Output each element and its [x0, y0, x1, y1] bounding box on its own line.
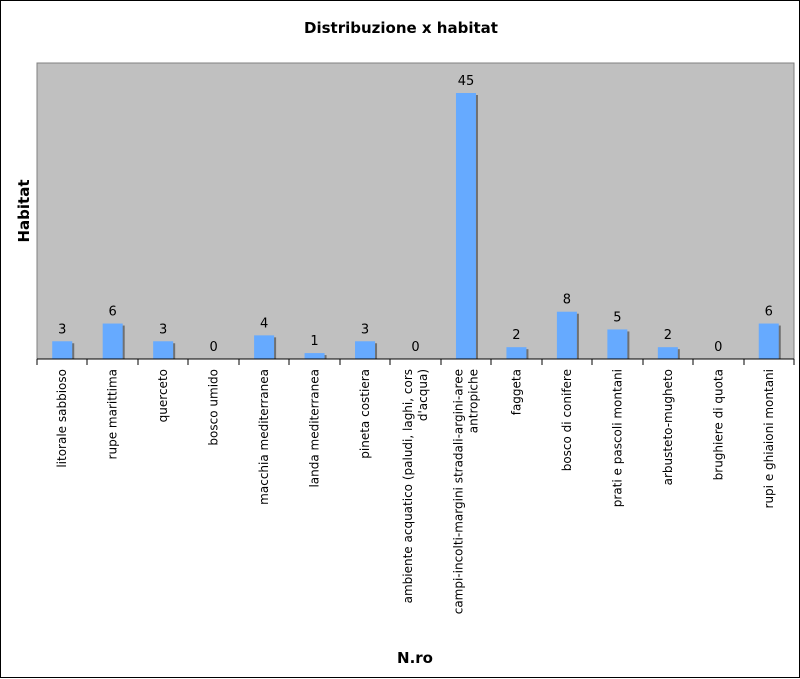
- data-label: 0: [714, 340, 722, 355]
- x-tick-label: litorale sabbioso: [55, 369, 69, 468]
- ticks-layer: [36, 359, 795, 365]
- x-tick-label: pineta costiera: [358, 369, 372, 459]
- x-tick-label: prati e pascoli montani: [610, 369, 624, 507]
- x-tick-label: querceto: [156, 369, 170, 422]
- bar: [657, 347, 678, 359]
- data-label: 45: [458, 74, 475, 89]
- bar: [153, 341, 174, 359]
- x-tick-label: arbusteto-mugheto: [661, 369, 675, 485]
- data-label: 4: [260, 316, 268, 331]
- plot-area: [36, 62, 795, 360]
- bar: [607, 329, 628, 359]
- data-label: 0: [209, 340, 217, 355]
- data-label: 6: [765, 305, 773, 320]
- x-tick-label-line: faggeta: [509, 369, 523, 415]
- bar: [355, 341, 376, 359]
- bar: [556, 311, 577, 359]
- bars-layer: 3 6 3 0 4 1 3 0 45 2 8 5 2 0 6: [52, 74, 781, 359]
- x-tick-label-line: pineta costiera: [358, 369, 372, 459]
- data-label: 1: [310, 334, 318, 349]
- x-tick-label-line: prati e pascoli montani: [610, 369, 624, 507]
- data-label: 5: [613, 310, 621, 325]
- x-tick-label: rupe marittima: [106, 369, 120, 459]
- data-label: 3: [58, 322, 66, 337]
- x-tick-label-line: rupe marittima: [106, 369, 120, 459]
- x-tick-label-line: litorale sabbioso: [55, 369, 69, 468]
- x-tick-label: campi-incolti-margini stradali-argini-ar…: [451, 369, 480, 614]
- x-axis-title: N.ro: [397, 649, 433, 667]
- data-label: 8: [563, 293, 571, 308]
- bar: [758, 323, 779, 359]
- x-tick-label-line: antropiche: [466, 369, 480, 433]
- chart-title: Distribuzione x habitat: [304, 19, 498, 37]
- x-tick-label: ambiente acquatico (paludi, laghi, cors d…: [401, 369, 430, 603]
- data-label: 6: [109, 305, 117, 320]
- data-label: 3: [159, 322, 167, 337]
- x-tick-label: brughiere di quota: [711, 369, 725, 480]
- data-label: 0: [411, 340, 419, 355]
- x-tick-label: landa mediterranea: [308, 369, 322, 488]
- x-tick-label-line: rupi e ghiaioni montani: [762, 369, 776, 508]
- data-label: 2: [512, 328, 520, 343]
- data-label: 2: [664, 328, 672, 343]
- x-tick-label-line: ambiente acquatico (paludi, laghi, cors: [401, 369, 415, 603]
- bar: [506, 347, 527, 359]
- y-axis-title: Habitat: [15, 179, 33, 242]
- x-tick-label: faggeta: [509, 369, 523, 415]
- x-tick-label: rupi e ghiaioni montani: [762, 369, 776, 508]
- x-tick-label-line: bosco umido: [207, 369, 221, 446]
- labels-layer: litorale sabbioso rupe marittima querceto b…: [55, 369, 776, 614]
- x-tick-label-line: campi-incolti-margini stradali-argini-ar…: [451, 369, 465, 614]
- bar: [52, 341, 73, 359]
- x-tick-label-line: d'acqua): [416, 369, 430, 421]
- x-tick-label: macchia mediterranea: [257, 369, 271, 505]
- x-tick-label-line: brughiere di quota: [711, 369, 725, 480]
- bar: [304, 353, 325, 359]
- x-tick-label: bosco di conifere: [560, 369, 574, 471]
- x-tick-label-line: querceto: [156, 369, 170, 422]
- x-tick-label-line: bosco di conifere: [560, 369, 574, 471]
- bar: [102, 323, 123, 359]
- x-tick-label: bosco umido: [207, 369, 221, 446]
- bar: [455, 93, 476, 359]
- x-tick-label-line: arbusteto-mugheto: [661, 369, 675, 485]
- bar: [254, 335, 275, 359]
- data-label: 3: [361, 322, 369, 337]
- x-tick-label-line: macchia mediterranea: [257, 369, 271, 505]
- x-tick-label-line: landa mediterranea: [308, 369, 322, 488]
